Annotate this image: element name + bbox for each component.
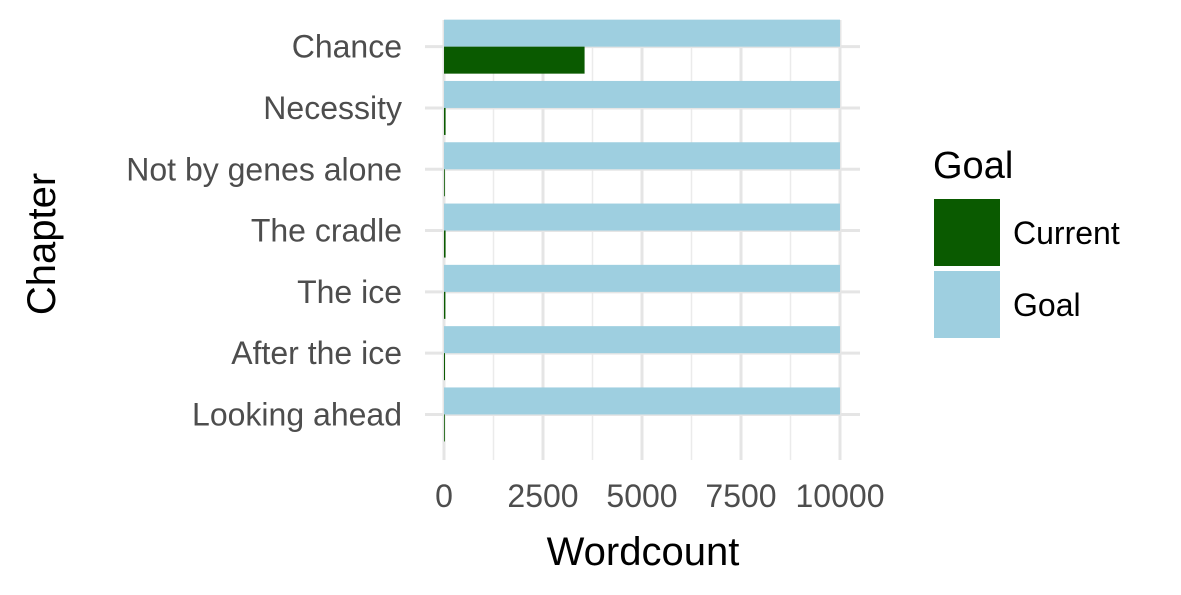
- bar-goal: [444, 19, 840, 47]
- bar-goal: [444, 80, 840, 108]
- y-tick-label: Looking ahead: [192, 396, 402, 432]
- bar-current: [444, 169, 445, 197]
- bar-layer: [444, 19, 840, 442]
- x-tick-label: 5000: [606, 478, 677, 514]
- bar-goal: [444, 142, 840, 170]
- y-tick-label: The ice: [297, 274, 402, 310]
- x-axis-title: Wordcount: [547, 530, 740, 574]
- bar-goal: [444, 326, 840, 354]
- bar-goal: [444, 203, 840, 231]
- bar-current: [444, 107, 446, 135]
- y-tick-label: Not by genes alone: [126, 151, 402, 187]
- y-tick-label: The cradle: [251, 213, 402, 249]
- y-tick-label: Chance: [292, 29, 402, 65]
- x-tick-label: 0: [435, 478, 453, 514]
- bar-current: [444, 230, 446, 258]
- y-tick-labels: Chance Necessity Not by genes alone The cra…: [126, 29, 402, 433]
- x-tick-labels: 0 2500 5000 7500 10000: [435, 478, 884, 514]
- legend-label: Current: [1013, 215, 1120, 251]
- legend-items: Current Goal: [934, 199, 1120, 338]
- legend-swatch: [934, 271, 1000, 338]
- legend-swatch: [934, 199, 1000, 266]
- x-tick-label: 10000: [796, 478, 885, 514]
- legend-title: Goal: [933, 145, 1013, 187]
- bar-current: [444, 291, 446, 319]
- y-axis-title: Chapter: [20, 173, 64, 315]
- bar-goal: [444, 264, 840, 292]
- x-tick-label: 7500: [705, 478, 776, 514]
- x-tick-label: 2500: [507, 478, 578, 514]
- bar-current: [444, 46, 585, 74]
- y-tick-label: Necessity: [263, 90, 402, 126]
- y-tick-label: After the ice: [231, 335, 402, 371]
- bar-current: [444, 414, 445, 442]
- bar-current: [444, 353, 445, 381]
- bar-goal: [444, 387, 840, 415]
- legend-label: Goal: [1013, 287, 1081, 323]
